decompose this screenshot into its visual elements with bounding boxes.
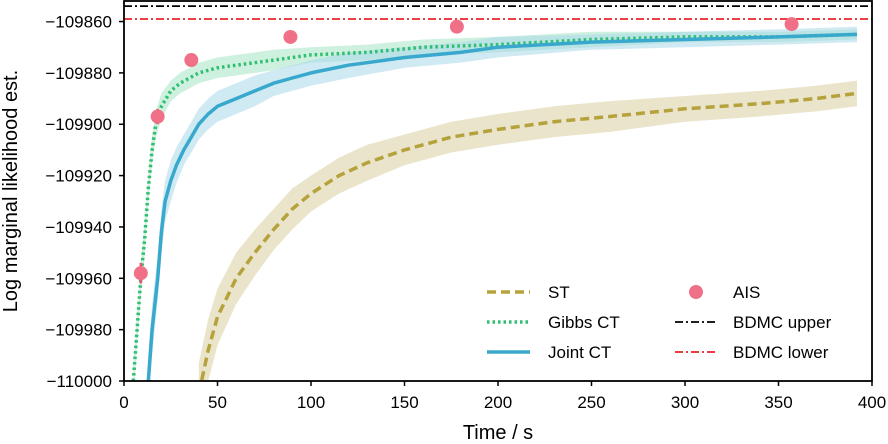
ais-point	[133, 266, 148, 281]
bdmc-lines	[124, 5, 872, 20]
y-tick-label: −109880	[45, 64, 112, 83]
x-axis-label: Time / s	[463, 422, 533, 444]
x-tick-label: 100	[297, 393, 325, 412]
x-tick-label: 200	[484, 393, 512, 412]
y-tick-label: −109860	[45, 13, 112, 32]
x-tick-label: 250	[577, 393, 605, 412]
x-tick-label: 350	[764, 393, 792, 412]
ais-point	[150, 109, 165, 124]
x-axis-ticks: 0 50 100 150 200 250 300 350 400	[119, 381, 886, 412]
legend: ST Gibbs CT Joint CT AIS BDMC upper BDMC…	[487, 283, 832, 362]
legend-bdmc-upper-label: BDMC upper	[733, 313, 832, 332]
y-tick-label: −109960	[45, 269, 112, 288]
confidence-bands	[133, 26, 857, 381]
legend-ais-swatch	[689, 285, 703, 299]
band-gibbs-ct	[133, 29, 857, 381]
x-tick-label: 300	[671, 393, 699, 412]
legend-gibbs-label: Gibbs CT	[548, 313, 620, 332]
y-axis-label: Log marginal likelihood est.	[0, 70, 22, 312]
y-axis-ticks: −110000 −109980 −109960 −109940 −109920 −1099…	[45, 13, 124, 391]
line-gibbs-ct	[131, 32, 858, 381]
y-tick-label: −109940	[45, 218, 112, 237]
ais-point	[283, 29, 298, 44]
series-lines	[131, 32, 858, 381]
legend-ais-label: AIS	[733, 283, 760, 302]
x-tick-label: 50	[208, 393, 227, 412]
y-tick-label: −109900	[45, 115, 112, 134]
line-st	[199, 91, 858, 381]
x-tick-label: 0	[119, 393, 128, 412]
y-tick-label: −110000	[47, 372, 112, 391]
ais-point	[449, 19, 464, 34]
legend-joint-label: Joint CT	[548, 343, 611, 362]
y-tick-label: −109980	[45, 321, 112, 340]
ais-point	[184, 53, 199, 68]
y-tick-label: −109920	[45, 167, 112, 186]
ais-points	[133, 17, 799, 284]
x-tick-label: 150	[390, 393, 418, 412]
line-joint-ct	[146, 32, 858, 381]
band-st	[198, 80, 857, 381]
legend-st-label: ST	[548, 283, 570, 302]
legend-bdmc-lower-label: BDMC lower	[733, 343, 829, 362]
ais-point	[784, 17, 799, 32]
x-tick-label: 400	[858, 393, 886, 412]
